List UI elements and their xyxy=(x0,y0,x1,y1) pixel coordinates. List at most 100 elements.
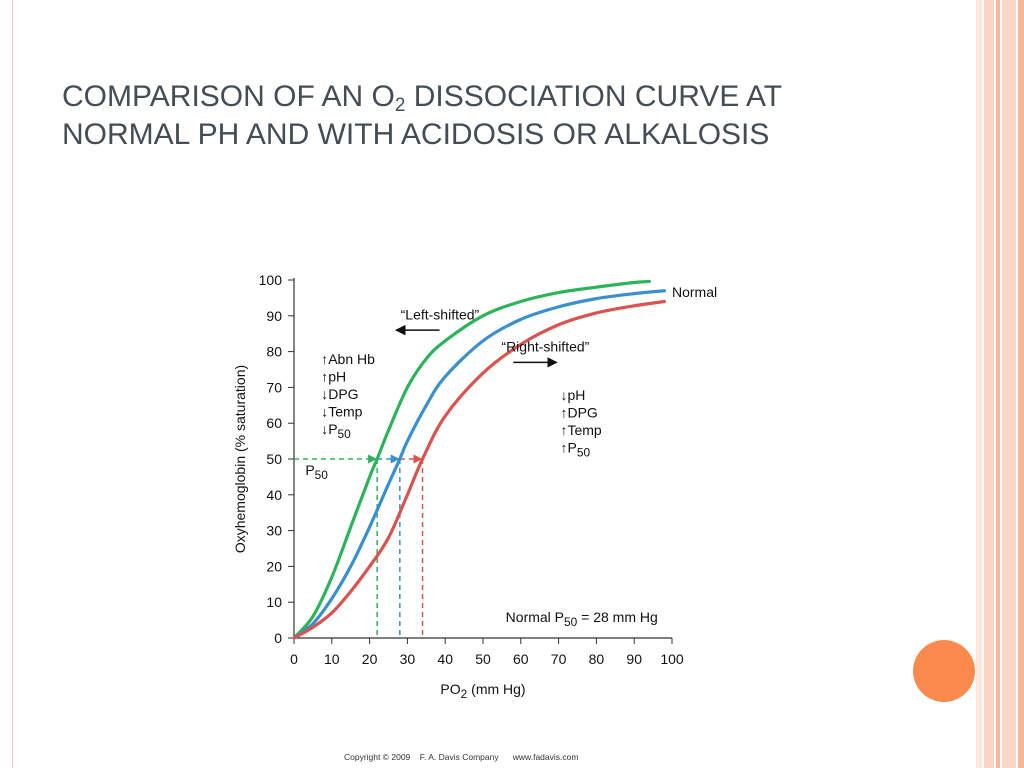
y-tick-label-40-part-0: 40 xyxy=(266,487,282,503)
left-shifted-label: “Left-shifted” xyxy=(401,306,480,322)
x-tick-label-20-part-0: 20 xyxy=(362,651,378,667)
y-tick-label-30-part-0: 30 xyxy=(266,523,282,539)
title-line-1-pre: COMPARISON OF AN O xyxy=(62,80,395,113)
y-tick-label-30: 30 xyxy=(266,523,282,539)
normal-p50-note: Normal P50 = 28 mm Hg xyxy=(506,609,658,629)
y-tick-label-10: 10 xyxy=(266,594,282,610)
y-tick-label-100-part-0: 100 xyxy=(259,272,283,288)
left-factor-2-part-0: ↓DPG xyxy=(321,386,358,402)
stripe-1 xyxy=(976,0,982,768)
title-line-1-post: DISSOCIATION CURVE AT xyxy=(405,80,783,113)
x-tick-label-90-part-0: 90 xyxy=(626,651,642,667)
left-factor-0-part-0: ↑Abn Hb xyxy=(321,351,375,367)
y-tick-label-60-part-0: 60 xyxy=(266,415,282,431)
x-tick-label-10: 10 xyxy=(324,651,340,667)
stripe-3 xyxy=(996,0,1000,768)
x-tick-label-50-part-0: 50 xyxy=(475,651,491,667)
p50-label-part-1: 50 xyxy=(315,468,329,482)
x-tick-label-80-part-0: 80 xyxy=(589,651,605,667)
y-tick-label-10-part-0: 10 xyxy=(266,594,282,610)
title-line-1: COMPARISON OF AN O2 DISSOCIATION CURVE A… xyxy=(62,78,942,116)
normal-p50-note-part-0: Normal P xyxy=(506,609,564,625)
x-axis-label-part-1: 2 xyxy=(461,687,468,701)
x-tick-label-80: 80 xyxy=(589,651,605,667)
left-factor-4-part-1: 50 xyxy=(338,427,352,441)
slide-right-stripes xyxy=(976,0,1024,768)
right-shifted-label-part-0: “Right-shifted” xyxy=(501,339,589,355)
slide-left-border xyxy=(0,0,13,768)
right-factor-3-part-1: 50 xyxy=(577,445,591,459)
right-factor-2-part-0: ↑Temp xyxy=(560,422,601,438)
normal-curve-label-part-0: Normal xyxy=(672,284,717,300)
x-tick-label-0-part-0: 0 xyxy=(290,651,298,667)
x-tick-label-20: 20 xyxy=(362,651,378,667)
x-axis-label: PO2 (mm Hg) xyxy=(440,681,525,701)
y-tick-label-90-part-0: 90 xyxy=(266,308,282,324)
stripe-2 xyxy=(984,0,994,768)
y-axis-label-part-0: Oxyhemoglobin (% saturation) xyxy=(232,365,248,553)
right-factor-2: ↑Temp xyxy=(560,422,601,438)
y-tick-label-70: 70 xyxy=(266,379,282,395)
curve-normal xyxy=(292,289,667,640)
x-tick-label-0: 0 xyxy=(290,651,298,667)
p50-label: P50 xyxy=(305,462,328,482)
normal-p50-note-part-2: = 28 mm Hg xyxy=(577,609,658,625)
y-tick-label-0-part-0: 0 xyxy=(274,630,282,646)
x-tick-label-70: 70 xyxy=(551,651,567,667)
left-factor-3: ↓Temp xyxy=(321,404,362,420)
y-tick-label-80: 80 xyxy=(266,344,282,360)
curves-layer xyxy=(292,279,667,640)
y-tick-label-40: 40 xyxy=(266,487,282,503)
x-tick-label-30-part-0: 30 xyxy=(400,651,416,667)
right-shifted-label: “Right-shifted” xyxy=(501,339,589,355)
y-axis-label: Oxyhemoglobin (% saturation) xyxy=(232,365,248,553)
y-tick-label-50-part-0: 50 xyxy=(266,451,282,467)
chart-svg: 0 10 20 30 40 50 60 70 80 90 100 0 10 20 30 40 50 60 70 80 9… xyxy=(232,272,717,701)
x-tick-label-50: 50 xyxy=(475,651,491,667)
y-tick-label-50: 50 xyxy=(266,451,282,467)
y-tick-label-0: 0 xyxy=(274,630,282,646)
x-axis-label-part-0: PO xyxy=(440,681,460,697)
left-shifted-label-part-0: “Left-shifted” xyxy=(401,306,480,322)
title-subscript: 2 xyxy=(394,95,406,116)
stripe-4 xyxy=(1002,0,1016,768)
copyright-text: Copyright © 2009 F. A. Davis Company www… xyxy=(344,752,579,762)
x-axis-label-part-2: (mm Hg) xyxy=(467,681,525,697)
x-tick-label-30: 30 xyxy=(400,651,416,667)
right-factor-1: ↑DPG xyxy=(560,404,597,420)
stripe-5 xyxy=(1018,0,1024,768)
left-factor-2: ↓DPG xyxy=(321,386,358,402)
x-tick-label-60: 60 xyxy=(513,651,529,667)
title-line-2: NORMAL PH AND WITH ACIDOSIS OR ALKALOSIS xyxy=(62,118,770,151)
y-tick-label-70-part-0: 70 xyxy=(266,379,282,395)
annotations-layer: “Left-shifted” “Right-shifted” Normal ↑Abn … xyxy=(305,284,717,629)
y-tick-label-20: 20 xyxy=(266,558,282,574)
x-tick-label-40: 40 xyxy=(437,651,453,667)
left-factor-4: ↓P50 xyxy=(321,421,351,441)
left-factor-3-part-0: ↓Temp xyxy=(321,404,362,420)
y-tick-label-60: 60 xyxy=(266,415,282,431)
x-tick-label-70-part-0: 70 xyxy=(551,651,567,667)
normal-curve-label: Normal xyxy=(672,284,717,300)
axes-layer: 0 10 20 30 40 50 60 70 80 90 100 0 10 20 30 40 50 60 70 80 9… xyxy=(232,272,684,701)
oxygen-dissociation-chart: 0 10 20 30 40 50 60 70 80 90 100 0 10 20 30 40 50 60 70 80 9… xyxy=(220,262,730,702)
left-factor-1: ↑pH xyxy=(321,369,346,385)
y-tick-label-20-part-0: 20 xyxy=(266,558,282,574)
left-factor-4-part-0: ↓P xyxy=(321,421,337,437)
y-tick-label-100: 100 xyxy=(259,272,283,288)
curve-left xyxy=(292,279,651,640)
y-tick-label-90: 90 xyxy=(266,308,282,324)
orange-circle-decoration xyxy=(913,640,975,702)
right-factor-3-part-0: ↑P xyxy=(560,439,576,455)
right-factor-0: ↓pH xyxy=(560,387,585,403)
normal-p50-note-part-1: 50 xyxy=(564,615,578,629)
curve-right xyxy=(292,299,667,640)
x-tick-label-100-part-0: 100 xyxy=(660,651,684,667)
x-tick-label-10-part-0: 10 xyxy=(324,651,340,667)
x-tick-label-60-part-0: 60 xyxy=(513,651,529,667)
x-tick-label-100: 100 xyxy=(660,651,684,667)
slide-title: COMPARISON OF AN O2 DISSOCIATION CURVE A… xyxy=(62,78,942,154)
right-factor-1-part-0: ↑DPG xyxy=(560,404,597,420)
x-tick-label-90: 90 xyxy=(626,651,642,667)
